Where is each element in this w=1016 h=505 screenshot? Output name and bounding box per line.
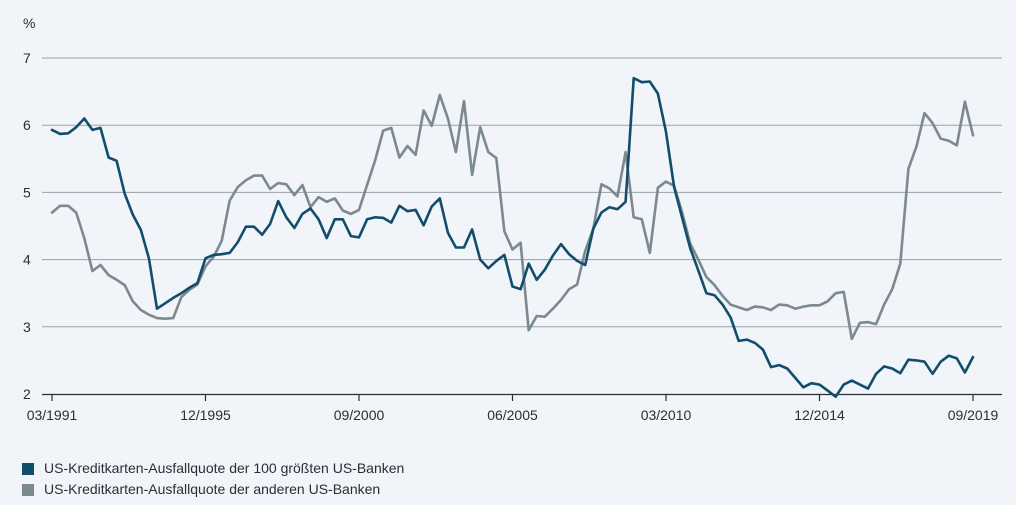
x-tick-label-2: 09/2000 bbox=[334, 407, 385, 423]
legend-swatch-other-banks bbox=[22, 483, 34, 496]
y-tick-label-4: 4 bbox=[23, 252, 31, 268]
legend-item-top-100-banks: US-Kreditkarten-Ausfallquote der 100 grö… bbox=[22, 458, 404, 479]
x-axis: 03/1991 12/1995 09/2000 06/2005 03/2010 12/20… bbox=[27, 393, 1002, 423]
legend: US-Kreditkarten-Ausfallquote der 100 grö… bbox=[22, 458, 404, 500]
x-tick-label-6: 09/2019 bbox=[948, 407, 999, 423]
y-tick-label-2: 2 bbox=[23, 386, 31, 402]
legend-swatch-top-100-banks bbox=[22, 462, 34, 475]
x-tick-label-1: 12/1995 bbox=[180, 407, 231, 423]
x-tick-label-5: 12/2014 bbox=[794, 407, 845, 423]
legend-label-other-banks: US-Kreditkarten-Ausfallquote der anderen… bbox=[44, 481, 381, 497]
x-tick-label-3: 06/2005 bbox=[487, 407, 538, 423]
series-lines bbox=[50, 76, 975, 398]
series-line-other-banks bbox=[50, 93, 975, 341]
y-axis-unit-label: % bbox=[23, 15, 35, 31]
y-tick-label-3: 3 bbox=[23, 319, 31, 335]
series-line-top-100-banks bbox=[50, 76, 975, 398]
y-tick-label-6: 6 bbox=[23, 117, 31, 133]
x-tick-label-4: 03/2010 bbox=[641, 407, 692, 423]
y-tick-label-5: 5 bbox=[23, 184, 31, 200]
legend-item-other-banks: US-Kreditkarten-Ausfallquote der anderen… bbox=[22, 479, 404, 500]
grid-lines bbox=[42, 57, 1002, 328]
y-tick-label-7: 7 bbox=[23, 50, 31, 66]
x-tick-label-0: 03/1991 bbox=[27, 407, 78, 423]
legend-label-top-100-banks: US-Kreditkarten-Ausfallquote der 100 grö… bbox=[44, 460, 405, 476]
y-axis-tick-labels: 2 3 4 5 6 7 bbox=[23, 50, 31, 402]
